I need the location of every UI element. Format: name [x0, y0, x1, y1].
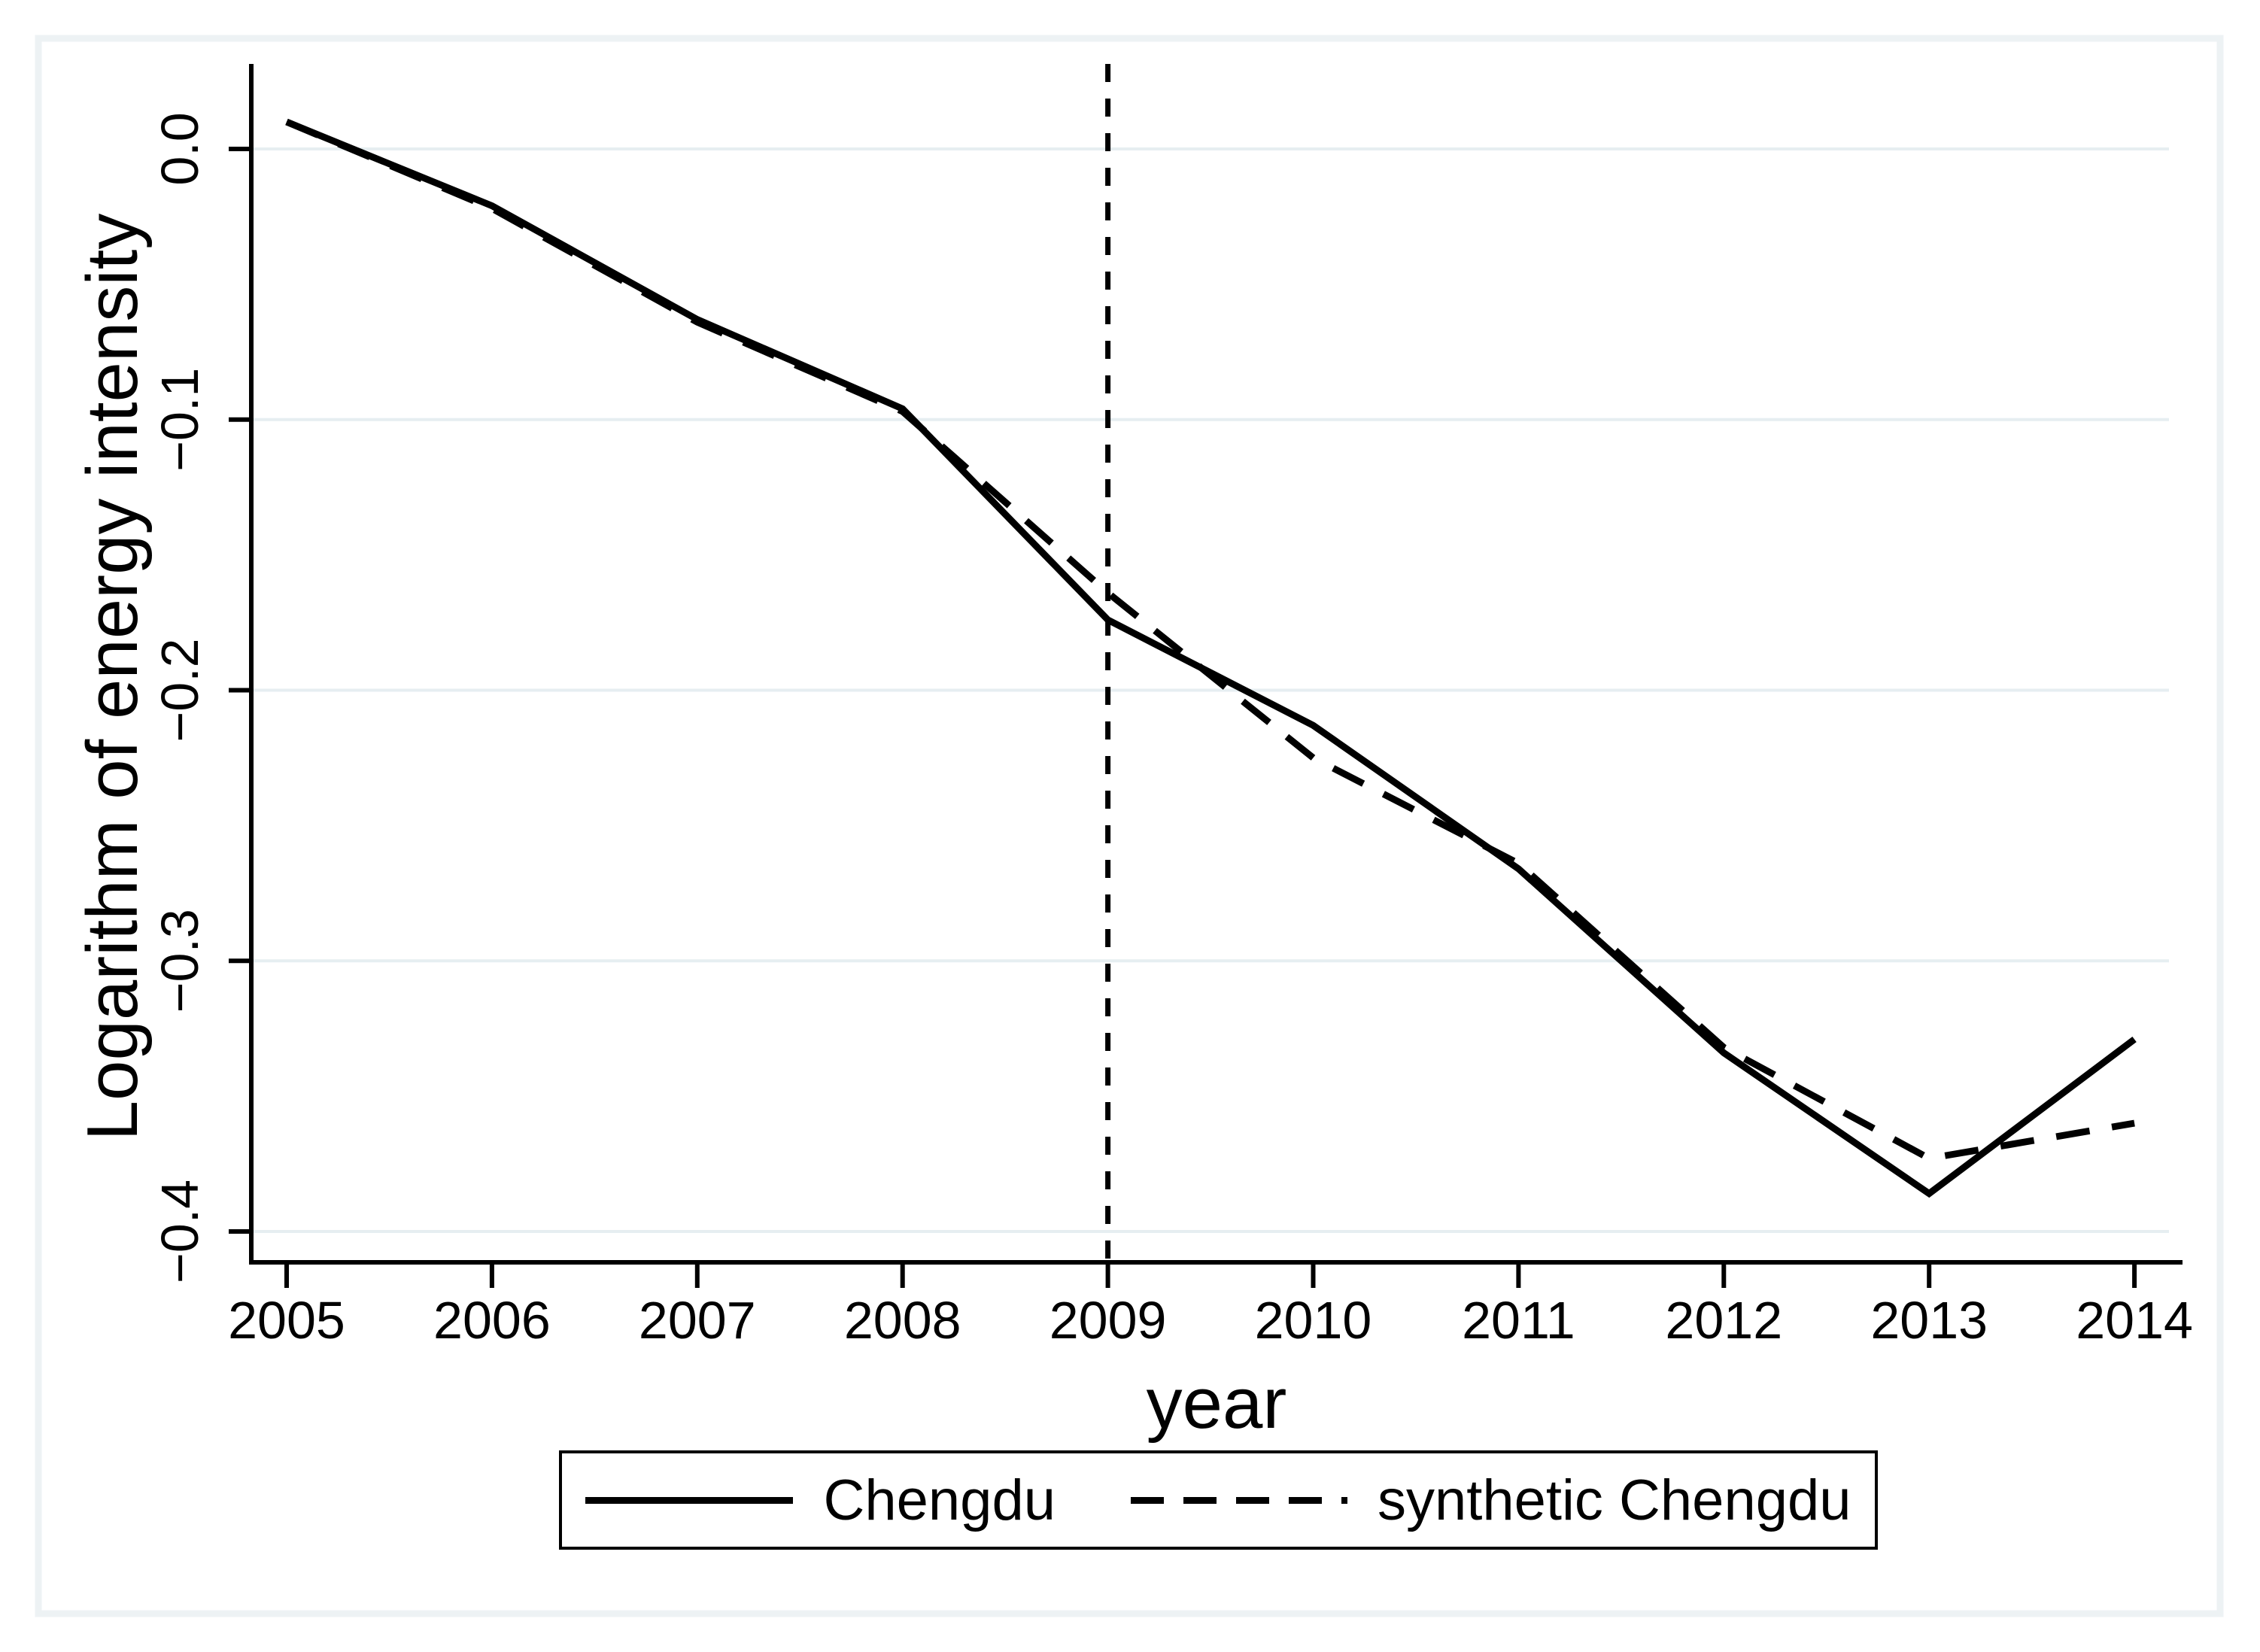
x-tick-label: 2009	[1050, 1291, 1167, 1350]
axes	[249, 64, 2183, 1265]
x-tick-label: 2006	[433, 1291, 551, 1350]
x-tick-label: 2014	[2076, 1291, 2193, 1350]
axis-ticks	[229, 147, 2137, 1288]
x-axis-title: year	[1147, 1363, 1287, 1444]
x-tick-label: 2011	[1462, 1291, 1575, 1350]
graph-region-border	[35, 35, 2224, 1617]
y-tick-label: 0.0	[150, 112, 209, 185]
legend-solid-line-sample	[585, 1496, 794, 1504]
legend-label-chengdu: Chengdu	[823, 1468, 1056, 1532]
x-tick-label: 2012	[1665, 1291, 1782, 1350]
x-tick-label: 2007	[639, 1291, 756, 1350]
tick-labels: 0.0 −0.1 −0.2 −0.3 −0.4 2005 2006 2007 2008 2009 2…	[150, 112, 2193, 1350]
legend: Chengdu synthetic Chengdu	[559, 1450, 1878, 1550]
x-tick-label: 2013	[1870, 1291, 1988, 1350]
gridlines	[251, 147, 2169, 1233]
legend-entry-chengdu: Chengdu	[585, 1468, 1056, 1533]
legend-dashed-line-sample	[1130, 1496, 1347, 1504]
y-tick-label: −0.3	[150, 909, 209, 1013]
x-tick-label: 2010	[1255, 1291, 1372, 1350]
data-series	[285, 118, 2137, 1198]
y-axis-title: Logarithm of energy intensity	[72, 214, 153, 1141]
y-tick-label: −0.2	[150, 638, 209, 742]
x-tick-label: 2005	[228, 1291, 345, 1350]
series-solid	[285, 118, 2137, 1198]
series-dashed	[285, 118, 2135, 1162]
legend-label-synthetic-chengdu: synthetic Chengdu	[1377, 1468, 1851, 1532]
y-tick-label: −0.4	[150, 1180, 209, 1283]
x-tick-label: 2008	[844, 1291, 961, 1350]
y-tick-label: −0.1	[150, 368, 209, 472]
legend-entry-synthetic-chengdu: synthetic Chengdu	[1130, 1468, 1851, 1533]
